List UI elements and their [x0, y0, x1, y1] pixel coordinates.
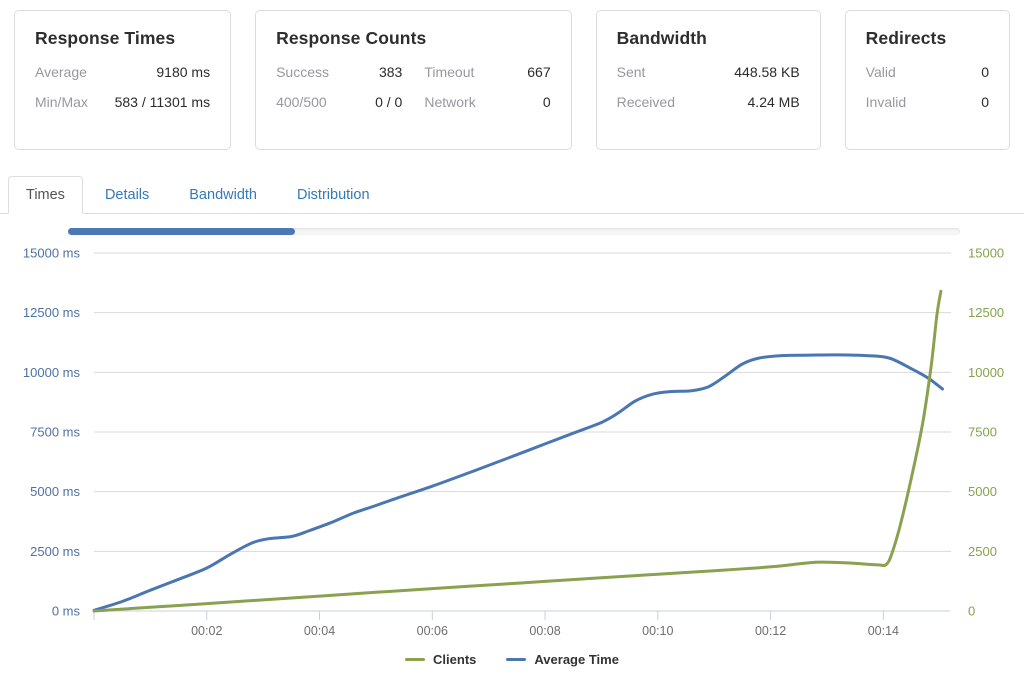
card-title-redirects: Redirects [865, 28, 947, 48]
response-counts-grid: Success 383 Timeout 667 400/500 0 / 0 Ne… [276, 64, 551, 124]
stat-row-timeout: Timeout 667 [424, 64, 550, 80]
stat-value-sent: 448.58 KB [734, 64, 800, 80]
legend-label-average-time: Average Time [534, 652, 619, 667]
svg-text:00:10: 00:10 [642, 624, 673, 638]
tab-times[interactable]: Times [8, 176, 83, 214]
svg-text:7500: 7500 [968, 425, 997, 440]
stat-value-network: 0 [542, 94, 551, 110]
card-response-counts: Response Counts Success 383 Timeout 667 … [255, 10, 572, 150]
stat-row-sent: Sent 448.58 KB [617, 64, 800, 80]
stat-value-timeout: 667 [527, 64, 551, 80]
svg-text:00:14: 00:14 [868, 624, 899, 638]
svg-text:15000 ms: 15000 ms [23, 246, 81, 261]
card-title-response-times: Response Times [35, 28, 176, 48]
times-chart-area: 00:02 00:04 00:06 00:08 00:10 00:12 00:14 0 ms 2… [0, 239, 1024, 648]
tab-distribution[interactable]: Distribution [296, 187, 370, 203]
stat-row-invalid: Invalid 0 [866, 94, 989, 110]
svg-text:10000 ms: 10000 ms [23, 365, 81, 380]
card-title-bandwidth: Bandwidth [616, 28, 707, 48]
svg-text:00:04: 00:04 [304, 624, 335, 638]
svg-text:00:12: 00:12 [755, 624, 786, 638]
svg-text:5000: 5000 [968, 484, 997, 499]
tab-details[interactable]: Details [104, 187, 150, 203]
chart-tabs: Times Details Bandwidth Distribution [0, 176, 1024, 214]
stat-label-average: Average [35, 64, 87, 80]
stat-label-received: Received [616, 94, 675, 110]
card-response-times: Response Times Average 9180 ms Min/Max 5… [14, 10, 232, 150]
tab-bandwidth[interactable]: Bandwidth [189, 187, 257, 203]
svg-text:15000: 15000 [968, 246, 1004, 261]
legend-swatch-clients [405, 658, 426, 661]
legend-item-clients[interactable]: Clients [405, 652, 476, 667]
stat-value-400-500: 0 / 0 [375, 94, 403, 110]
card-redirects: Redirects Valid 0 Invalid 0 [844, 10, 1010, 150]
stat-value-success: 383 [378, 64, 403, 80]
svg-text:0: 0 [968, 604, 975, 619]
stat-row-valid: Valid 0 [866, 64, 989, 80]
stat-label-minmax: Min/Max [35, 94, 88, 110]
svg-text:12500 ms: 12500 ms [23, 305, 81, 320]
times-chart: 00:02 00:04 00:06 00:08 00:10 00:12 00:14 0 ms 2… [23, 246, 1004, 639]
legend-label-clients: Clients [433, 652, 477, 667]
test-progress-bar [68, 228, 960, 235]
stat-label-success: Success [276, 64, 329, 80]
stat-value-received: 4.24 MB [747, 94, 800, 110]
svg-text:10000: 10000 [968, 365, 1004, 380]
stat-row-average: Average 9180 ms [35, 64, 210, 80]
svg-text:0 ms: 0 ms [52, 604, 81, 619]
stat-row-minmax: Min/Max 583 / 11301 ms [35, 94, 210, 110]
svg-text:2500: 2500 [968, 544, 997, 559]
svg-text:00:02: 00:02 [191, 624, 222, 638]
legend-swatch-average-time [506, 658, 527, 661]
svg-text:2500 ms: 2500 ms [30, 544, 80, 559]
svg-text:12500: 12500 [968, 305, 1004, 320]
stat-label-network: Network [424, 94, 476, 110]
stat-value-invalid: 0 [981, 94, 989, 110]
stat-label-400-500: 400/500 [276, 94, 327, 110]
stat-label-valid: Valid [865, 64, 896, 80]
stat-label-timeout: Timeout [424, 64, 475, 80]
chart-legend: Clients Average Time [0, 652, 1024, 667]
test-progress-fill [68, 228, 296, 235]
stat-label-sent: Sent [616, 64, 646, 80]
stat-value-minmax: 583 / 11301 ms [114, 94, 211, 110]
stat-label-invalid: Invalid [865, 94, 907, 110]
stat-row-success: Success 383 [276, 64, 402, 80]
svg-text:7500 ms: 7500 ms [30, 425, 80, 440]
card-title-response-counts: Response Counts [276, 28, 427, 48]
stat-row-400-500: 400/500 0 / 0 [276, 94, 402, 110]
svg-text:00:08: 00:08 [529, 624, 560, 638]
svg-text:00:06: 00:06 [417, 624, 448, 638]
svg-text:5000 ms: 5000 ms [30, 484, 80, 499]
legend-item-average-time[interactable]: Average Time [506, 652, 619, 667]
stat-value-average: 9180 ms [156, 64, 211, 80]
stat-row-received: Received 4.24 MB [617, 94, 800, 110]
stat-row-network: Network 0 [424, 94, 550, 110]
stats-row: Response Times Average 9180 ms Min/Max 5… [0, 0, 1024, 150]
stat-value-valid: 0 [981, 64, 989, 80]
card-bandwidth: Bandwidth Sent 448.58 KB Received 4.24 M… [595, 10, 821, 150]
